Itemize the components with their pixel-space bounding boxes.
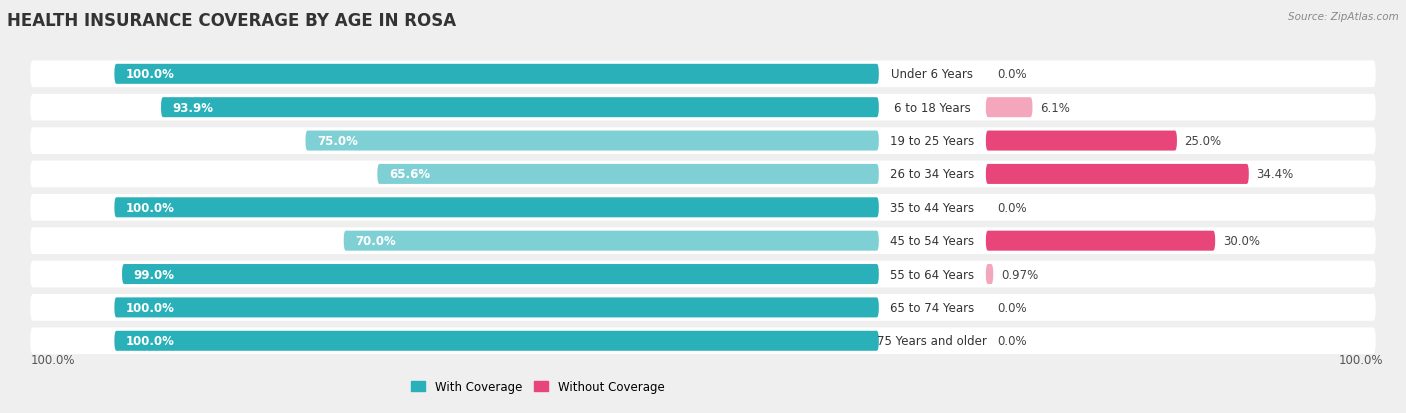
Text: 70.0%: 70.0% bbox=[356, 235, 396, 247]
Text: 26 to 34 Years: 26 to 34 Years bbox=[890, 168, 974, 181]
Text: 0.0%: 0.0% bbox=[997, 201, 1026, 214]
Text: 100.0%: 100.0% bbox=[127, 335, 174, 347]
FancyBboxPatch shape bbox=[114, 298, 879, 318]
Text: 19 to 25 Years: 19 to 25 Years bbox=[890, 135, 974, 148]
Text: 0.0%: 0.0% bbox=[997, 301, 1026, 314]
Text: 93.9%: 93.9% bbox=[173, 102, 214, 114]
Legend: With Coverage, Without Coverage: With Coverage, Without Coverage bbox=[406, 375, 669, 398]
FancyBboxPatch shape bbox=[31, 95, 1375, 121]
Text: 75 Years and older: 75 Years and older bbox=[877, 335, 987, 347]
Text: 65 to 74 Years: 65 to 74 Years bbox=[890, 301, 974, 314]
Text: Under 6 Years: Under 6 Years bbox=[891, 68, 973, 81]
FancyBboxPatch shape bbox=[31, 195, 1375, 221]
Text: 100.0%: 100.0% bbox=[1339, 353, 1384, 366]
Text: 100.0%: 100.0% bbox=[31, 353, 75, 366]
Text: 30.0%: 30.0% bbox=[1223, 235, 1260, 247]
Text: 0.0%: 0.0% bbox=[997, 335, 1026, 347]
FancyBboxPatch shape bbox=[986, 264, 993, 285]
FancyBboxPatch shape bbox=[31, 228, 1375, 254]
Text: 35 to 44 Years: 35 to 44 Years bbox=[890, 201, 974, 214]
FancyBboxPatch shape bbox=[114, 198, 879, 218]
Text: 0.97%: 0.97% bbox=[1001, 268, 1038, 281]
Text: 25.0%: 25.0% bbox=[1185, 135, 1222, 148]
Text: 6.1%: 6.1% bbox=[1040, 102, 1070, 114]
Text: 55 to 64 Years: 55 to 64 Years bbox=[890, 268, 974, 281]
Text: 65.6%: 65.6% bbox=[389, 168, 430, 181]
Text: 0.0%: 0.0% bbox=[997, 68, 1026, 81]
Text: Source: ZipAtlas.com: Source: ZipAtlas.com bbox=[1288, 12, 1399, 22]
FancyBboxPatch shape bbox=[986, 231, 1215, 251]
FancyBboxPatch shape bbox=[31, 161, 1375, 188]
FancyBboxPatch shape bbox=[377, 164, 879, 185]
FancyBboxPatch shape bbox=[122, 264, 879, 285]
Text: 100.0%: 100.0% bbox=[127, 201, 174, 214]
Text: 45 to 54 Years: 45 to 54 Years bbox=[890, 235, 974, 247]
FancyBboxPatch shape bbox=[305, 131, 879, 151]
FancyBboxPatch shape bbox=[114, 65, 879, 85]
FancyBboxPatch shape bbox=[114, 331, 879, 351]
Text: 100.0%: 100.0% bbox=[127, 301, 174, 314]
Text: 99.0%: 99.0% bbox=[134, 268, 174, 281]
FancyBboxPatch shape bbox=[31, 294, 1375, 321]
Text: 75.0%: 75.0% bbox=[316, 135, 359, 148]
FancyBboxPatch shape bbox=[31, 261, 1375, 288]
FancyBboxPatch shape bbox=[31, 128, 1375, 154]
FancyBboxPatch shape bbox=[31, 328, 1375, 354]
Text: HEALTH INSURANCE COVERAGE BY AGE IN ROSA: HEALTH INSURANCE COVERAGE BY AGE IN ROSA bbox=[7, 12, 456, 30]
Text: 34.4%: 34.4% bbox=[1257, 168, 1294, 181]
FancyBboxPatch shape bbox=[162, 98, 879, 118]
FancyBboxPatch shape bbox=[31, 61, 1375, 88]
Text: 100.0%: 100.0% bbox=[127, 68, 174, 81]
FancyBboxPatch shape bbox=[343, 231, 879, 251]
FancyBboxPatch shape bbox=[986, 164, 1249, 185]
FancyBboxPatch shape bbox=[986, 131, 1177, 151]
FancyBboxPatch shape bbox=[986, 98, 1032, 118]
Text: 6 to 18 Years: 6 to 18 Years bbox=[894, 102, 970, 114]
